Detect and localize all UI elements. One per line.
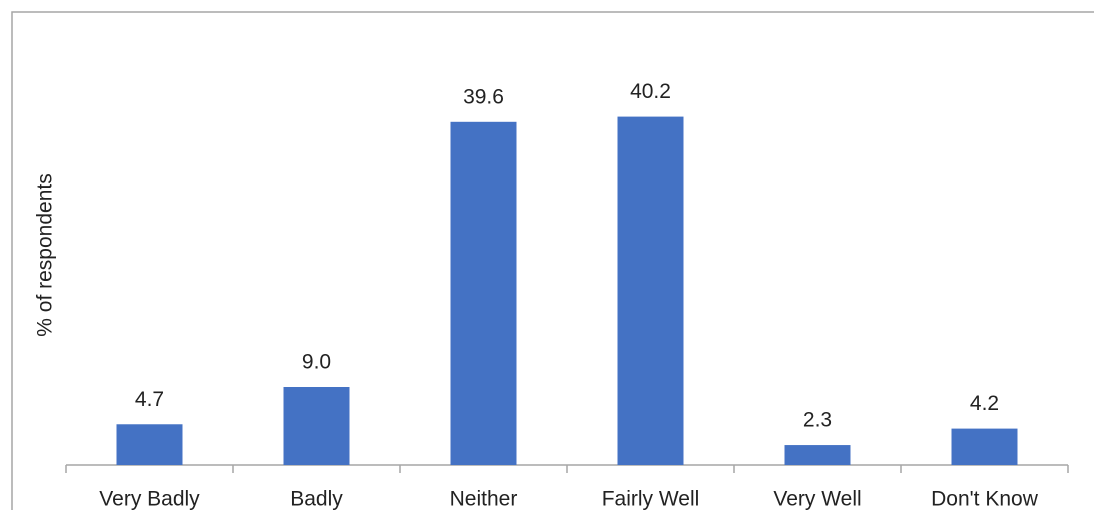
x-tick-label: Fairly Well [602, 488, 700, 510]
bar [951, 428, 1018, 465]
x-tick-label: Badly [290, 488, 343, 510]
bar [450, 121, 517, 466]
bar [116, 424, 183, 465]
value-label: 9.0 [302, 351, 331, 374]
x-tick-label: Very Badly [99, 488, 200, 510]
value-label: 4.7 [135, 388, 164, 411]
x-tick-label: Very Well [773, 488, 861, 510]
value-label: 40.2 [630, 80, 671, 103]
x-tick-label: Neither [450, 488, 518, 510]
chart-frame [11, 11, 1094, 510]
x-tick-label: Don't Know [931, 488, 1039, 510]
bar [784, 445, 851, 465]
bar [617, 116, 684, 465]
value-label: 2.3 [803, 409, 832, 432]
value-label: 4.2 [970, 392, 999, 415]
bar [283, 387, 350, 465]
y-axis-label: % of respondents [34, 173, 57, 336]
value-label: 39.6 [463, 85, 504, 108]
